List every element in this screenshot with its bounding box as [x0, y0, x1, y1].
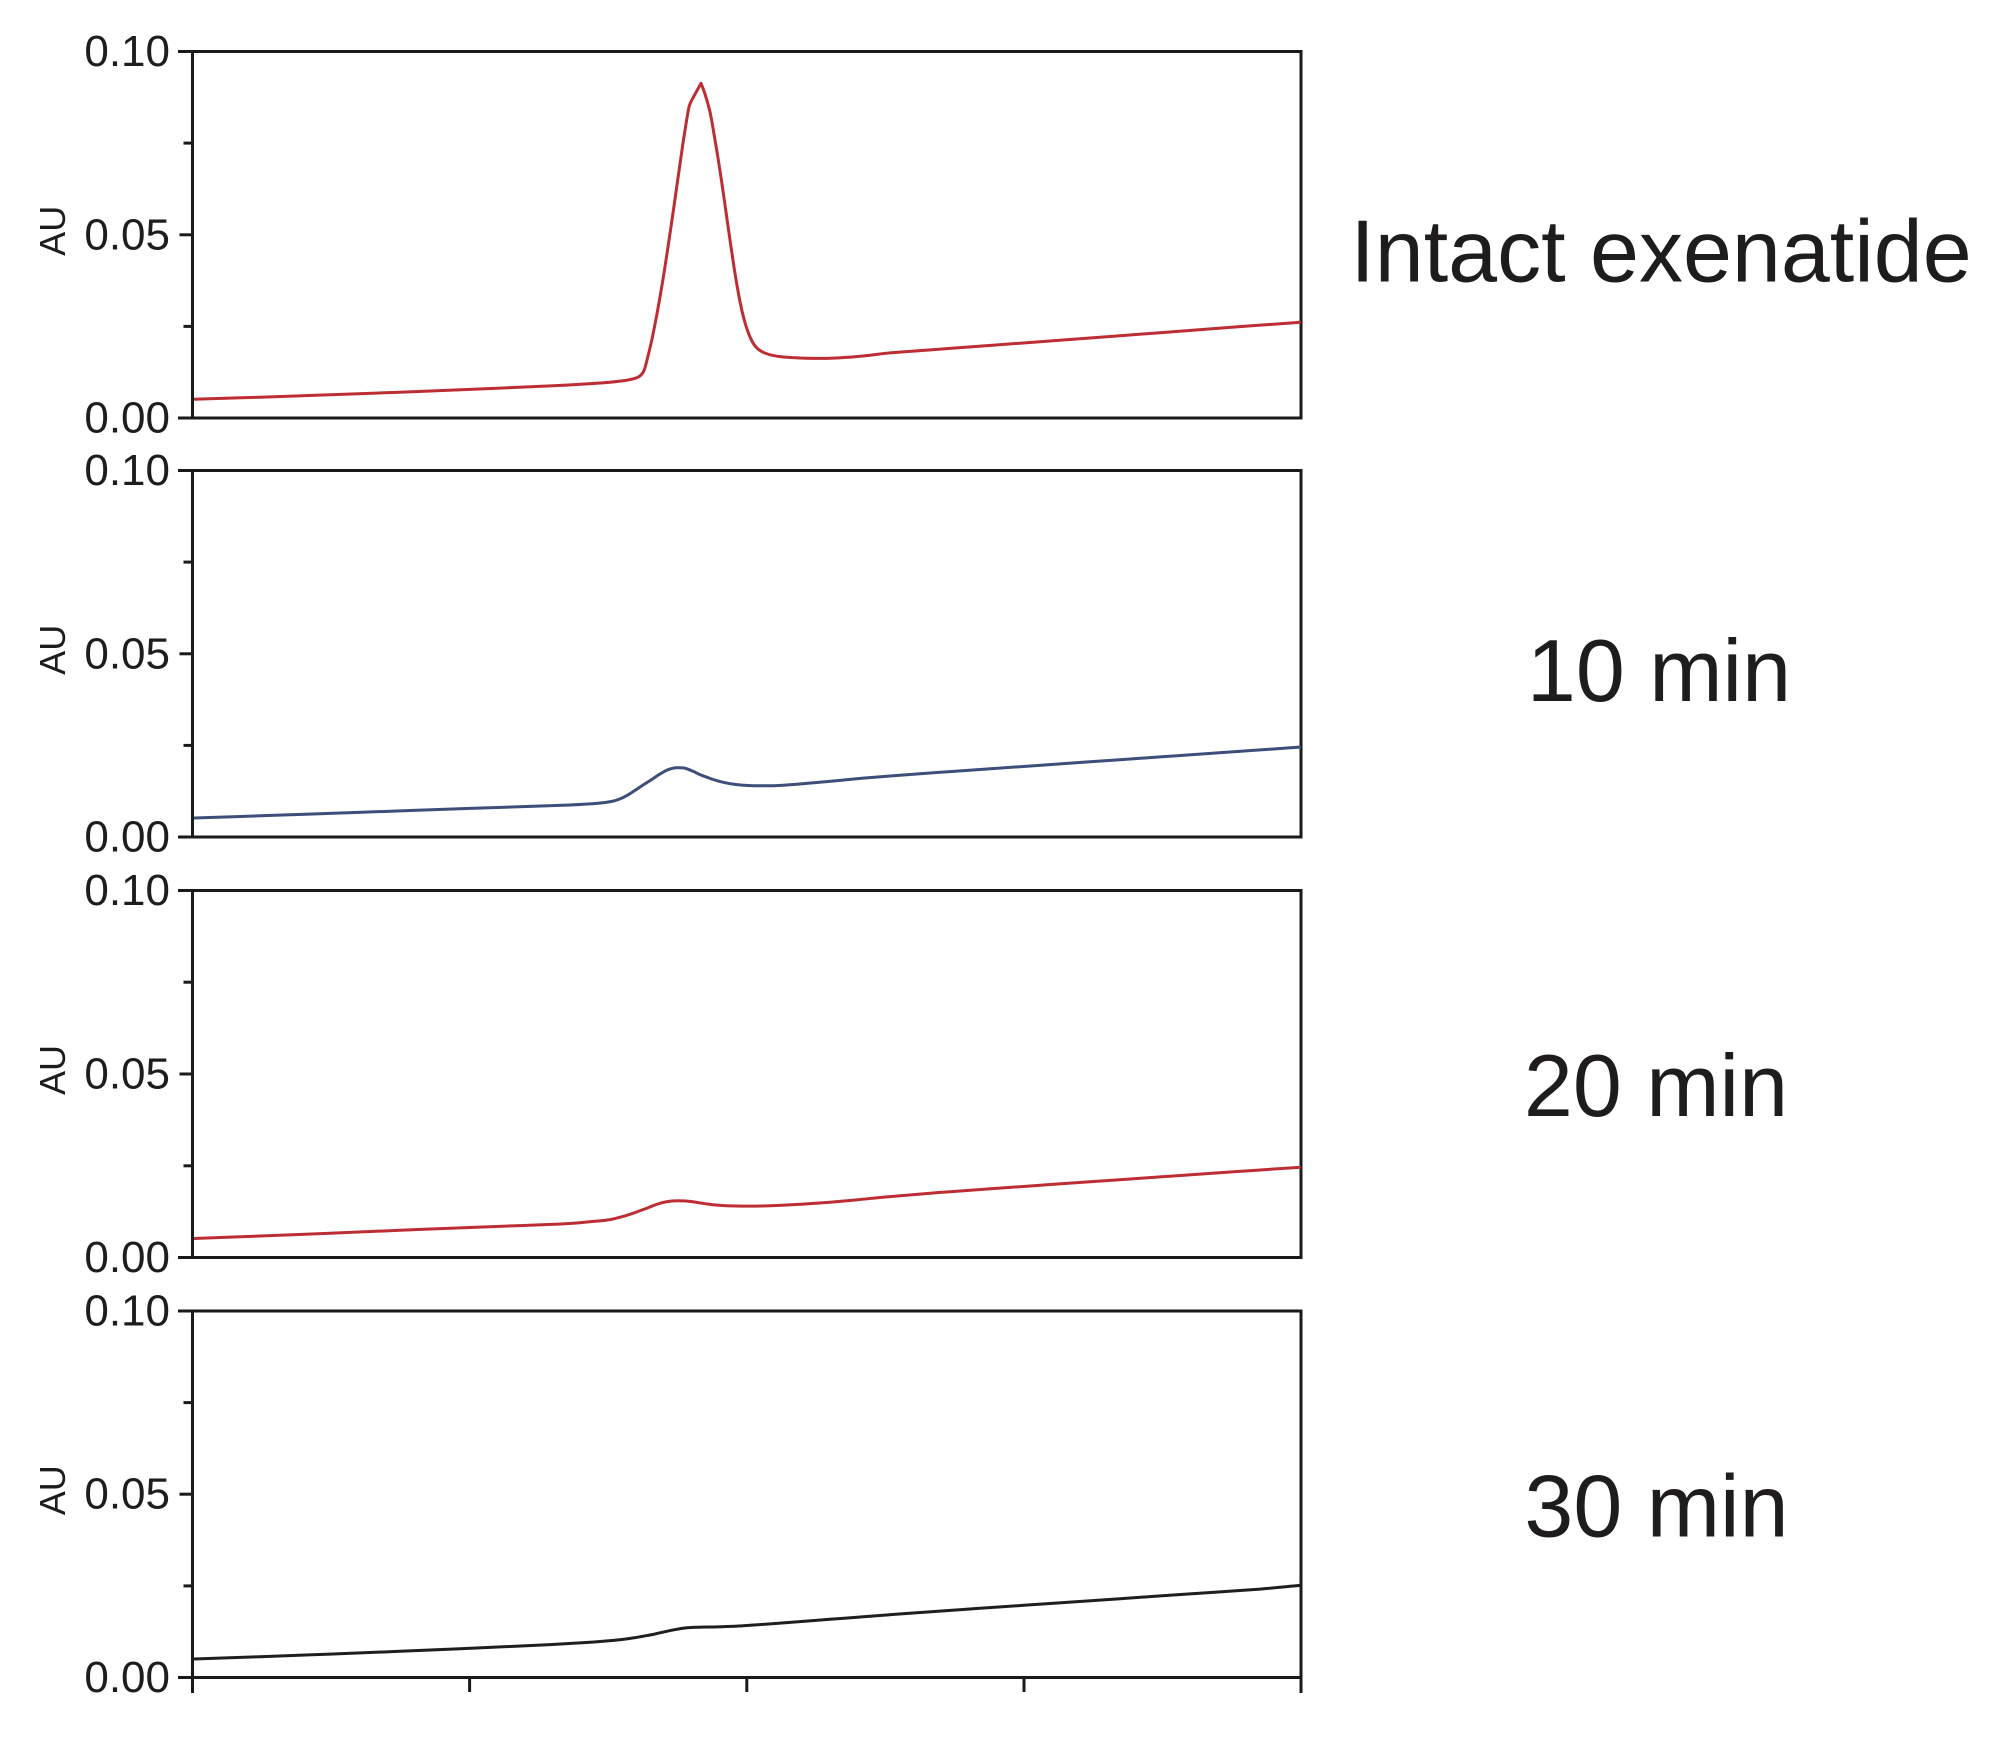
- svg-text:0.10: 0.10: [84, 446, 170, 495]
- svg-text:0.00: 0.00: [84, 1653, 170, 1702]
- svg-text:30 min: 30 min: [1524, 1457, 1788, 1556]
- svg-text:0.00: 0.00: [84, 813, 170, 862]
- svg-text:Intact exenatide: Intact exenatide: [1350, 202, 1971, 301]
- svg-text:0.05: 0.05: [84, 210, 170, 259]
- svg-text:AU: AU: [32, 1465, 73, 1515]
- svg-text:AU: AU: [32, 625, 73, 675]
- svg-text:AU: AU: [32, 1045, 73, 1095]
- svg-text:0.05: 0.05: [84, 1050, 170, 1099]
- svg-text:0.00: 0.00: [84, 1233, 170, 1282]
- svg-text:0.05: 0.05: [84, 629, 170, 678]
- svg-text:AU: AU: [32, 206, 73, 256]
- svg-text:0.10: 0.10: [84, 1287, 170, 1336]
- svg-text:0.10: 0.10: [84, 27, 170, 76]
- svg-text:0.05: 0.05: [84, 1470, 170, 1519]
- svg-text:0.10: 0.10: [84, 866, 170, 915]
- svg-text:0.00: 0.00: [84, 394, 170, 443]
- svg-text:20 min: 20 min: [1524, 1036, 1788, 1135]
- svg-text:10 min: 10 min: [1527, 621, 1791, 720]
